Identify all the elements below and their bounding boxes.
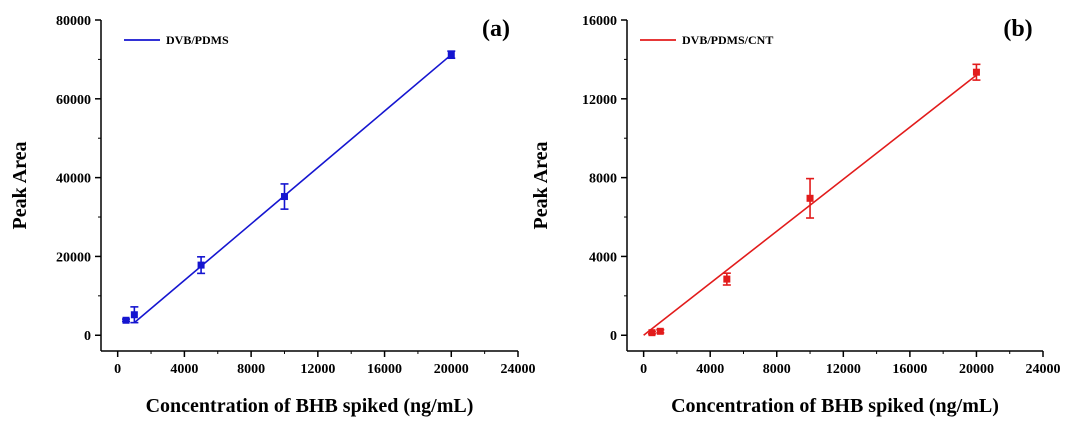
data-point: [130, 311, 138, 319]
data-point: [122, 316, 130, 324]
y-tick-label: 40000: [56, 172, 91, 187]
data-point: [197, 261, 205, 269]
data-point: [280, 193, 288, 201]
y-tick-label: 4000: [589, 250, 617, 265]
x-tick-label: 20000: [959, 362, 994, 377]
x-tick-label: 0: [114, 362, 121, 377]
x-axis-title: Concentration of BHB spiked (ng/mL): [671, 395, 999, 417]
x-tick-label: 4000: [696, 362, 724, 377]
x-tick-label: 16000: [892, 362, 927, 377]
x-tick-label: 12000: [300, 362, 335, 377]
data-point: [656, 327, 664, 335]
data-point: [447, 51, 455, 59]
chart-panel-a: 0 4000 8000 12000 16000 20000 24000 0 20000 40000…: [9, 14, 536, 417]
chart-panel-b: 0 4000 8000 12000 16000 20000 24000 0 4000 8000 12…: [530, 14, 1061, 417]
x-tick-label: 8000: [237, 362, 265, 377]
y-axis-title: Peak Area: [9, 142, 31, 230]
x-tick-label: 24000: [1026, 362, 1061, 377]
y-tick-label: 16000: [582, 14, 617, 29]
x-tick-label: 4000: [170, 362, 198, 377]
x-tick-label: 0: [640, 362, 647, 377]
fit-line: [133, 54, 452, 324]
x-tick-label: 24000: [501, 362, 536, 377]
legend-label: DVB/PDMS: [166, 33, 229, 47]
data-point: [648, 329, 656, 337]
y-tick-label: 0: [610, 329, 617, 344]
x-tick-label: 20000: [434, 362, 469, 377]
data-point: [972, 68, 980, 76]
panel-label: (a): [482, 16, 510, 42]
y-tick-label: 60000: [56, 93, 91, 108]
data-point: [806, 194, 814, 202]
x-tick-label: 16000: [367, 362, 402, 377]
panel-label: (b): [1003, 16, 1032, 42]
x-axis-title: Concentration of BHB spiked (ng/mL): [146, 395, 474, 417]
x-tick-label: 12000: [826, 362, 861, 377]
x-tick-label: 8000: [763, 362, 791, 377]
legend-label: DVB/PDMS/CNT: [682, 33, 773, 47]
y-axis-title: Peak Area: [530, 142, 552, 230]
y-tick-label: 20000: [56, 250, 91, 265]
y-tick-label: 80000: [56, 14, 91, 29]
y-tick-label: 0: [84, 329, 91, 344]
y-tick-label: 8000: [589, 172, 617, 187]
data-point: [723, 275, 731, 283]
y-tick-label: 12000: [582, 93, 617, 108]
